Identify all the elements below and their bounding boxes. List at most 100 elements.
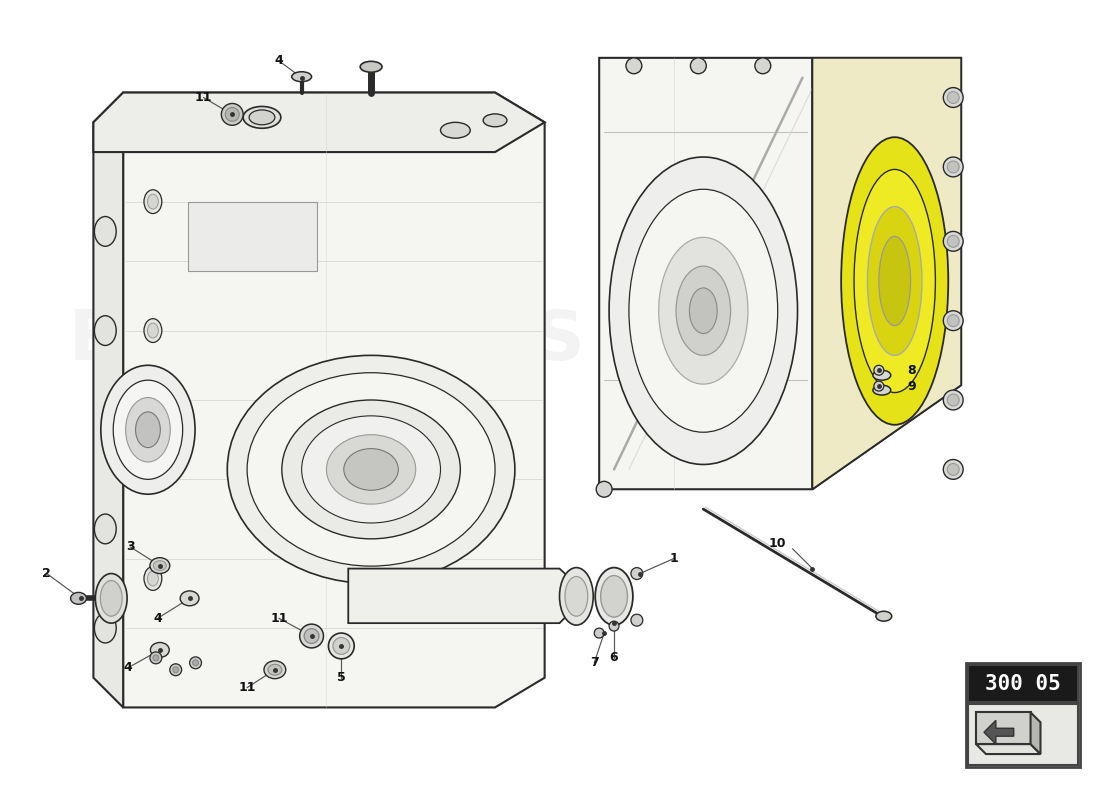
Text: 2: 2 [43,567,52,580]
Ellipse shape [292,72,311,82]
Text: 1: 1 [669,552,678,565]
Text: 11: 11 [239,681,256,694]
Ellipse shape [565,577,587,616]
Text: 10: 10 [769,538,786,550]
Text: 9: 9 [908,380,916,393]
Circle shape [944,157,964,177]
Ellipse shape [96,574,128,623]
Text: 3: 3 [125,540,134,554]
Ellipse shape [595,568,632,625]
Circle shape [873,381,883,391]
Circle shape [150,652,162,664]
Circle shape [947,394,959,406]
Polygon shape [968,705,1078,765]
Ellipse shape [344,449,398,490]
Ellipse shape [95,217,117,246]
Polygon shape [976,744,1041,754]
Text: 6: 6 [609,651,618,664]
Circle shape [944,88,964,107]
Ellipse shape [333,638,350,654]
Ellipse shape [327,434,416,504]
Polygon shape [813,58,961,490]
Circle shape [873,366,883,375]
Ellipse shape [151,642,169,658]
Ellipse shape [147,571,158,586]
Ellipse shape [144,566,162,590]
Circle shape [596,482,612,497]
Circle shape [226,107,239,122]
Ellipse shape [676,266,730,355]
Circle shape [947,161,959,173]
Text: 4: 4 [123,662,132,674]
Text: 4: 4 [154,612,162,625]
Ellipse shape [95,316,117,346]
Ellipse shape [873,370,891,380]
Polygon shape [94,93,544,152]
Circle shape [947,314,959,326]
Text: 11: 11 [271,612,287,625]
Circle shape [173,666,178,673]
Ellipse shape [304,629,319,643]
Text: 8: 8 [908,364,916,377]
Text: 11: 11 [195,91,212,104]
Circle shape [947,235,959,247]
Circle shape [153,655,158,661]
Ellipse shape [301,416,440,523]
Circle shape [169,664,182,676]
Circle shape [609,621,619,631]
Polygon shape [349,569,572,623]
Polygon shape [600,58,961,490]
Circle shape [944,310,964,330]
Ellipse shape [873,385,891,395]
Ellipse shape [282,400,460,539]
Circle shape [944,231,964,251]
Polygon shape [976,712,1031,744]
Ellipse shape [248,373,495,566]
Circle shape [755,58,771,74]
Ellipse shape [70,592,87,604]
Text: a passion for parts ©: a passion for parts © [251,398,502,422]
Ellipse shape [147,194,158,209]
Ellipse shape [249,110,275,125]
Polygon shape [968,665,1078,702]
Ellipse shape [879,236,911,326]
Ellipse shape [243,106,280,128]
Polygon shape [984,720,1014,744]
Ellipse shape [95,614,117,643]
Circle shape [944,459,964,479]
Ellipse shape [876,611,892,621]
Text: 300 05: 300 05 [986,674,1062,694]
Ellipse shape [601,575,627,617]
Circle shape [221,103,243,126]
Text: 7: 7 [590,656,598,670]
Ellipse shape [135,412,161,448]
Polygon shape [1031,712,1041,754]
Circle shape [631,614,642,626]
Ellipse shape [690,288,717,334]
Polygon shape [94,93,123,707]
Polygon shape [123,93,544,707]
Ellipse shape [228,355,515,583]
Ellipse shape [440,122,471,138]
Circle shape [944,390,964,410]
Circle shape [631,568,642,579]
Ellipse shape [868,206,922,355]
Circle shape [947,91,959,103]
Ellipse shape [629,190,778,432]
Circle shape [691,58,706,74]
Ellipse shape [180,591,199,606]
Ellipse shape [842,137,948,425]
Ellipse shape [268,664,282,675]
Circle shape [947,463,959,475]
Ellipse shape [560,568,593,625]
Ellipse shape [147,323,158,338]
Circle shape [626,58,641,74]
Ellipse shape [113,380,183,479]
Circle shape [192,660,198,666]
Ellipse shape [125,398,170,462]
Ellipse shape [150,558,169,574]
Ellipse shape [101,366,195,494]
Polygon shape [966,663,1080,767]
Ellipse shape [609,157,798,465]
Ellipse shape [144,190,162,214]
